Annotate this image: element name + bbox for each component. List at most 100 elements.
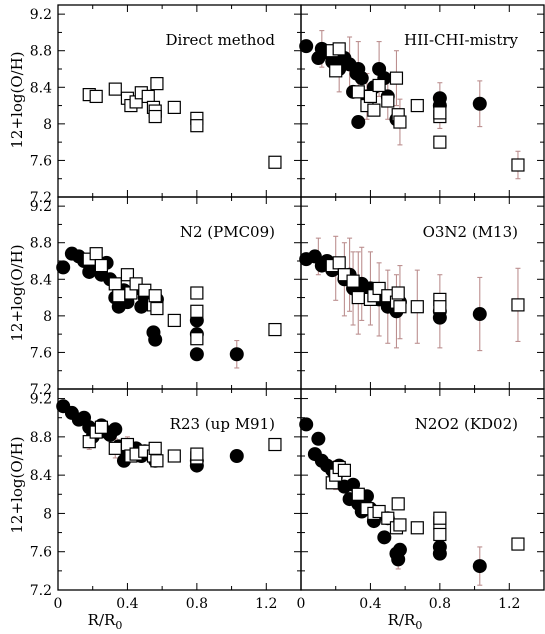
open-square-point [393,518,407,532]
y-tick-label: 8 [43,117,52,133]
filled-circle-point [299,417,314,432]
open-square-point [150,301,164,316]
filled-circle-point [108,422,123,437]
filled-circle-point [472,559,487,574]
open-square-point [511,537,525,551]
filled-circle-point [229,347,244,362]
open-square-point [393,115,407,129]
open-square-point [389,71,404,85]
x-tick-label: 0 [54,596,63,612]
open-square-point [94,420,108,434]
panel-title: HII-CHI-mistry [404,31,518,49]
y-axis-title-row-1: 12+log(O/H) [8,51,26,148]
open-square-point [190,304,204,318]
x-axis-title-right-main: R/R [388,611,416,629]
panel-3: 7.2 7.6 8 8.4 8.8 9.2 N2 (PMC09) [30,196,302,398]
open-square-point [268,155,282,169]
open-square-point [150,454,164,468]
panel-title: N2 (PMC09) [180,223,275,241]
open-square-point [433,527,447,542]
x-axis-title-left-sub: 0 [115,619,122,632]
open-square-point [89,89,103,104]
y-axis-title-row-3: 12+log(O/H) [8,436,26,533]
panel-title: O3N2 (M13) [423,223,518,241]
open-square-point [433,300,447,314]
open-square-point [332,42,346,56]
filled-circle-point [472,96,487,111]
filled-circle-point [354,71,369,86]
open-square-point [351,85,365,99]
y-tick-label: 7.2 [30,382,52,398]
panel-1: 7.2 7.6 8 8.4 8.8 9.2 Direct method [30,4,302,206]
y-tick-label: 7.6 [30,345,52,361]
x-tick-label: 1.2 [498,596,520,612]
open-square-point [381,94,395,108]
panel-frame [300,388,545,591]
panel-6: 0 0.4 0.8 1.2 N2O2 (KD02) [297,388,545,612]
open-square-point [268,437,282,452]
open-square-point [391,497,405,511]
open-square-point [410,98,424,113]
x-axis-title-left-main: R/R [88,611,116,629]
open-square-point [268,322,282,337]
y-tick-label: 9.2 [30,392,52,408]
y-tick-label: 8.4 [30,272,52,288]
filled-circle-point [229,449,244,463]
open-square-point [190,332,204,346]
y-tick-label: 8.8 [30,236,52,252]
y-tick-label: 8.8 [30,44,52,60]
open-square-point [351,487,365,501]
y-tick-label: 9.2 [30,7,52,23]
y-tick-label: 8 [43,506,52,522]
open-square-point [410,300,424,314]
open-square-point [351,290,365,305]
x-tick-label: 0.4 [359,596,381,612]
panels-layer: 7.2 7.6 8 8.4 8.8 9.2 Direct method HII-CHI-mis… [30,4,545,612]
open-square-point [167,449,181,463]
x-tick-label: 0 [297,596,306,612]
open-square-point [372,78,386,93]
y-tick-label: 7.6 [30,153,52,169]
y-tick-label: 9.2 [30,199,52,215]
open-square-point [167,100,181,115]
y-tick-label: 8.4 [30,80,52,96]
open-square-point [190,447,204,461]
panel-title: N2O2 (KD02) [415,415,518,433]
filled-circle-point [311,431,326,446]
filled-circle-point [392,542,407,557]
open-square-point [190,119,204,133]
panel-2: HII-CHI-mistry [299,4,545,198]
open-square-point [167,313,181,328]
open-square-point [433,511,447,525]
open-square-point [410,521,424,535]
filled-circle-point [148,332,163,347]
y-tick-label: 7.2 [30,583,52,599]
filled-circle-point [377,530,392,545]
open-square-point [393,300,407,314]
open-square-point [148,109,162,124]
open-square-point [329,64,343,78]
open-square-point [337,463,351,477]
open-square-point [89,247,103,261]
x-tick-label: 0.8 [429,596,451,612]
filled-circle-point [299,39,314,54]
x-tick-label: 1.2 [255,596,277,612]
x-tick-label: 0.8 [186,596,208,612]
filled-circle-point [56,260,71,275]
open-square-point [363,89,378,104]
open-square-point [148,289,162,303]
y-axis-title-row-2: 12+log(O/H) [8,244,26,341]
open-square-point [108,277,122,291]
open-square-point [141,89,155,104]
open-square-point [108,82,122,96]
open-square-point [391,286,405,300]
open-square-point [108,441,122,455]
panel-title: R23 (up M91) [170,415,275,433]
filled-circle-point [351,115,366,130]
x-axis-title-right: R/R0 [388,611,423,632]
open-square-point [94,258,108,273]
open-square-point [511,158,525,172]
open-square-point [150,77,164,91]
filled-circle-point [189,347,204,362]
